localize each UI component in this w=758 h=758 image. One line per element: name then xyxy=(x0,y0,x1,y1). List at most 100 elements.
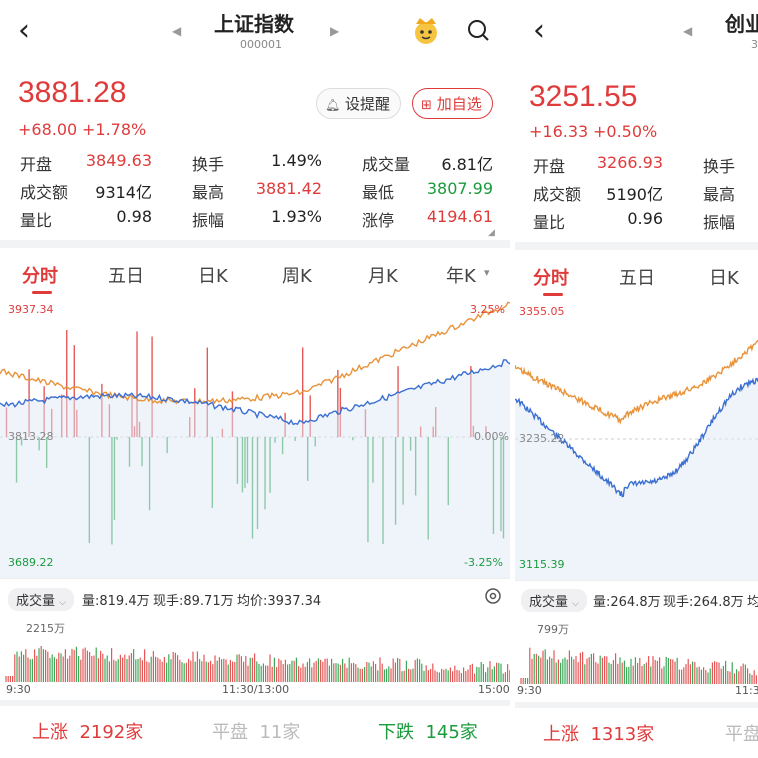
price-area xyxy=(0,359,510,578)
volume-indicator-select[interactable]: 成交量 ⌵ xyxy=(8,588,74,611)
stat-value: 3266.93 xyxy=(596,153,663,172)
chart-top-price: 3355.05 xyxy=(519,305,565,318)
chart-mid-price: 3235.22 xyxy=(519,432,565,445)
back-icon[interactable]: ‹ xyxy=(533,13,545,48)
prev-stock-icon[interactable]: ◀ xyxy=(683,24,693,38)
price-line xyxy=(0,359,510,426)
unchanged[interactable]: 平盘 11家 xyxy=(212,722,301,743)
chart-bottom-price: 3689.22 xyxy=(8,556,54,569)
section-divider xyxy=(515,242,758,250)
stat-value: 4194.61 xyxy=(426,207,493,226)
stat-label: 振幅 xyxy=(703,213,736,232)
time-start: 9:30 xyxy=(517,684,542,697)
stat-label: 成交额 xyxy=(533,185,582,204)
intraday-chart[interactable] xyxy=(515,298,758,580)
advancers[interactable]: 上涨 2192家 xyxy=(32,722,144,743)
price-area xyxy=(515,378,758,580)
chevron-down-icon[interactable]: ▾ xyxy=(484,266,490,279)
intraday-chart[interactable] xyxy=(0,296,510,578)
decliners[interactable]: 下跌 145家 xyxy=(378,722,478,743)
tab-0[interactable]: 分时 xyxy=(22,266,58,287)
chevron-down-icon: ⌵ xyxy=(59,598,66,608)
tab-1[interactable]: 五日 xyxy=(619,268,655,289)
stat-label: 换手 xyxy=(703,157,736,176)
chart-mid-pct: 0.00% xyxy=(474,430,509,443)
unchanged[interactable]: 平盘 xyxy=(725,724,758,745)
stat-label: 最高 xyxy=(192,183,225,202)
advancers[interactable]: 上涨 1313家 xyxy=(543,724,655,745)
chart-bottom-pct: -3.25% xyxy=(464,556,503,569)
add-watchlist-button[interactable]: ⊞ 加自选 xyxy=(412,88,493,119)
stat-label: 最低 xyxy=(362,183,395,202)
section-divider xyxy=(515,702,758,708)
volume-max: 799万 xyxy=(537,623,569,636)
stat-value: 6.81亿 xyxy=(441,155,493,174)
stat-label: 振幅 xyxy=(192,211,225,230)
chart-top-price: 3937.34 xyxy=(8,303,54,316)
chevron-down-icon: ⌵ xyxy=(572,599,579,609)
stock-code: 000001 xyxy=(240,38,282,51)
time-end: 15:00 xyxy=(478,683,510,696)
expand-corner-icon[interactable]: ◢ xyxy=(488,228,495,238)
set-alert-button[interactable]: 🔔︎ 设提醒 xyxy=(316,88,402,119)
settings-icon[interactable] xyxy=(484,587,502,609)
price-change: +16.33 xyxy=(529,122,589,141)
divider xyxy=(0,578,510,579)
left-stock-panel: ‹ ◀ 上证指数 000001 ▶ 3881.28 +68.00 +1.78% … xyxy=(0,12,510,743)
next-stock-icon[interactable]: ▶ xyxy=(330,24,340,38)
divider xyxy=(515,580,758,581)
stat-value: 0.98 xyxy=(116,207,152,226)
page-title: 创业 xyxy=(725,12,758,36)
price-change: +68.00 xyxy=(18,120,78,139)
crown-mascot-icon[interactable] xyxy=(410,14,442,50)
volume-avg: 均 xyxy=(747,595,758,610)
time-start: 9:30 xyxy=(6,683,31,696)
tab-3[interactable]: 周K xyxy=(282,266,312,287)
stat-value: 3807.99 xyxy=(426,179,493,198)
stat-label: 换手 xyxy=(192,155,225,174)
price-change-pct: +0.50% xyxy=(593,122,658,141)
section-divider xyxy=(0,240,510,248)
back-icon[interactable]: ‹ xyxy=(18,13,30,48)
stat-label: 最高 xyxy=(703,185,736,204)
stat-label: 成交量 xyxy=(362,155,411,174)
avg-price-line xyxy=(515,339,758,425)
page-title: 上证指数 xyxy=(214,12,294,36)
stat-label: 开盘 xyxy=(533,157,566,176)
stat-value: 1.49% xyxy=(271,151,322,170)
price-change-pct: +1.78% xyxy=(82,120,147,139)
volume-chart[interactable] xyxy=(515,616,758,684)
tab-5[interactable]: 年K xyxy=(446,266,476,287)
current-price: 3881.28 xyxy=(18,76,127,109)
stat-label: 涨停 xyxy=(362,211,395,230)
tab-0[interactable]: 分时 xyxy=(533,268,569,289)
search-icon[interactable] xyxy=(466,18,490,46)
stat-label: 成交额 xyxy=(20,183,69,202)
stock-code: 3 xyxy=(751,38,758,51)
volume-qty: 量:264.8万 xyxy=(593,595,661,610)
prev-stock-icon[interactable]: ◀ xyxy=(172,24,182,38)
volume-qty: 量:819.4万 xyxy=(82,594,150,609)
chart-bottom-price: 3115.39 xyxy=(519,558,565,571)
stat-value: 0.96 xyxy=(627,209,663,228)
tab-2[interactable]: 日K xyxy=(198,266,228,287)
tab-1[interactable]: 五日 xyxy=(108,266,144,287)
avg-price-line xyxy=(0,301,510,405)
stat-value: 3849.63 xyxy=(85,151,152,170)
price-line xyxy=(515,377,758,498)
volume-max: 2215万 xyxy=(26,622,65,635)
time-mid: 11:3 xyxy=(735,684,758,697)
volume-now: 现手:89.71万 xyxy=(153,594,234,609)
stat-value: 3881.42 xyxy=(255,179,322,198)
volume-chart[interactable] xyxy=(0,614,510,682)
volume-indicator-select[interactable]: 成交量 ⌵ xyxy=(521,589,587,612)
active-tab-indicator xyxy=(543,293,563,296)
current-price: 3251.55 xyxy=(529,80,638,113)
active-tab-indicator xyxy=(32,291,52,294)
time-mid: 11:30/13:00 xyxy=(222,683,290,696)
section-divider xyxy=(0,700,510,706)
volume-now: 现手:264.8万 xyxy=(663,595,744,610)
chart-top-pct: 3.25% xyxy=(470,303,505,316)
tab-4[interactable]: 月K xyxy=(368,266,398,287)
tab-2[interactable]: 日K xyxy=(709,268,739,289)
